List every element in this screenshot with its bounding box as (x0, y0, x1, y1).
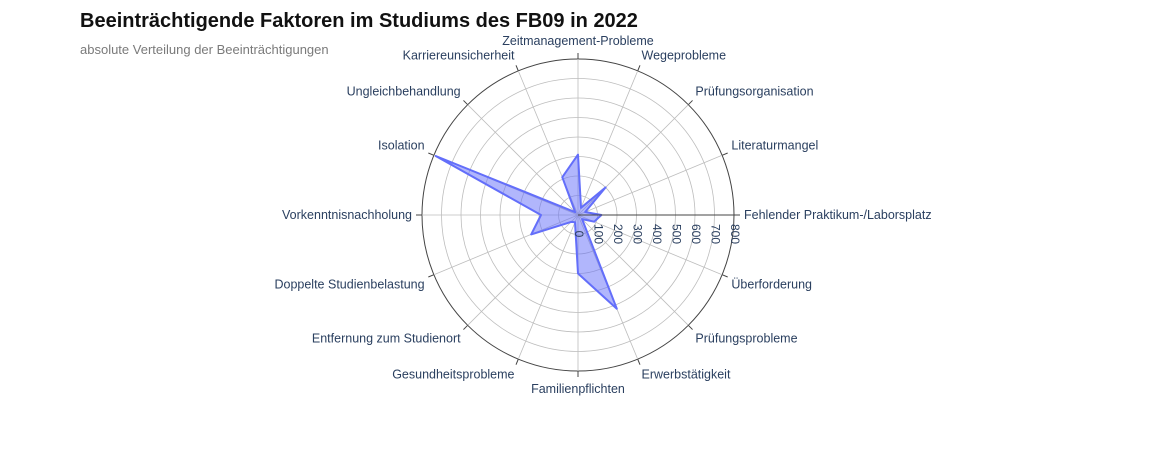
series-area[interactable] (434, 153, 618, 310)
category-label: Wegeprobleme (642, 49, 727, 63)
data-point[interactable] (578, 205, 584, 211)
chart-subtitle: absolute Verteilung der Beeinträchtigung… (80, 42, 329, 57)
category-label: Literaturmangel (731, 139, 818, 153)
radial-tick-label: 800 (728, 224, 742, 244)
category-labels: Fehlender Praktikum-/Laborsplatz Literatu… (274, 34, 931, 396)
data-point[interactable] (572, 209, 578, 215)
data-point[interactable] (579, 216, 585, 222)
category-label: Doppelte Studienbelastung (274, 278, 424, 292)
spoke-line (577, 70, 639, 216)
spoke-line (577, 214, 723, 276)
category-label: Prüfungsprobleme (695, 331, 797, 345)
angular-tick (637, 65, 641, 72)
category-label: Vorkenntnisnachholung (282, 208, 412, 222)
angular-tick (721, 274, 728, 278)
data-point[interactable] (538, 212, 544, 218)
radial-tick-label: 300 (630, 224, 644, 244)
radial-tick-label: 600 (689, 224, 703, 244)
category-label: Familienpflichten (531, 382, 625, 396)
angular-tick (687, 324, 693, 330)
angular-tick (463, 324, 469, 330)
angular-tick (463, 100, 469, 106)
data-point[interactable] (575, 271, 581, 277)
spoke-line (467, 104, 579, 216)
data-point[interactable] (559, 174, 565, 180)
category-label: Gesundheitsprobleme (392, 367, 514, 381)
radial-tick-label: 500 (669, 224, 683, 244)
data-point[interactable] (575, 152, 581, 158)
spoke-line (577, 154, 723, 216)
angular-tick (687, 100, 693, 106)
category-label: Zeitmanagement-Probleme (502, 34, 654, 48)
category-label: Überforderung (731, 278, 812, 292)
radar-series[interactable] (433, 152, 620, 312)
category-label: Karriereunsicherheit (403, 49, 515, 63)
radial-tick-label: 400 (650, 224, 664, 244)
angular-tick (428, 152, 435, 156)
data-point[interactable] (582, 209, 588, 215)
radial-tick-label: 700 (708, 224, 722, 244)
angular-tick (428, 274, 435, 278)
angular-tick (515, 65, 519, 72)
category-label: Fehlender Praktikum-/Laborsplatz (744, 208, 932, 222)
chart-title: Beeinträchtigende Faktoren im Studiums d… (80, 10, 638, 32)
radial-tick-label: 0 (572, 231, 586, 238)
spoke-line (577, 214, 689, 326)
radial-tick-label: 100 (591, 224, 605, 244)
radial-tick-label: 200 (611, 224, 625, 244)
category-label: Erwerbstätigkeit (642, 367, 731, 381)
data-point[interactable] (528, 231, 534, 237)
category-label: Isolation (378, 139, 425, 153)
category-label: Entfernung zum Studienort (312, 331, 461, 345)
category-label: Prüfungsorganisation (695, 85, 813, 99)
angular-tick (515, 358, 519, 365)
radial-axis: 0 100 200 300 400 500 600 700 800 (572, 214, 742, 244)
data-point[interactable] (614, 306, 620, 312)
spoke-line (467, 214, 579, 326)
data-point[interactable] (433, 153, 439, 159)
data-point[interactable] (603, 184, 609, 190)
category-label: Ungleichbehandlung (347, 85, 461, 99)
spoke-line (517, 214, 579, 360)
data-point[interactable] (572, 219, 578, 225)
angular-tick (637, 358, 641, 365)
angular-tick (721, 152, 728, 156)
